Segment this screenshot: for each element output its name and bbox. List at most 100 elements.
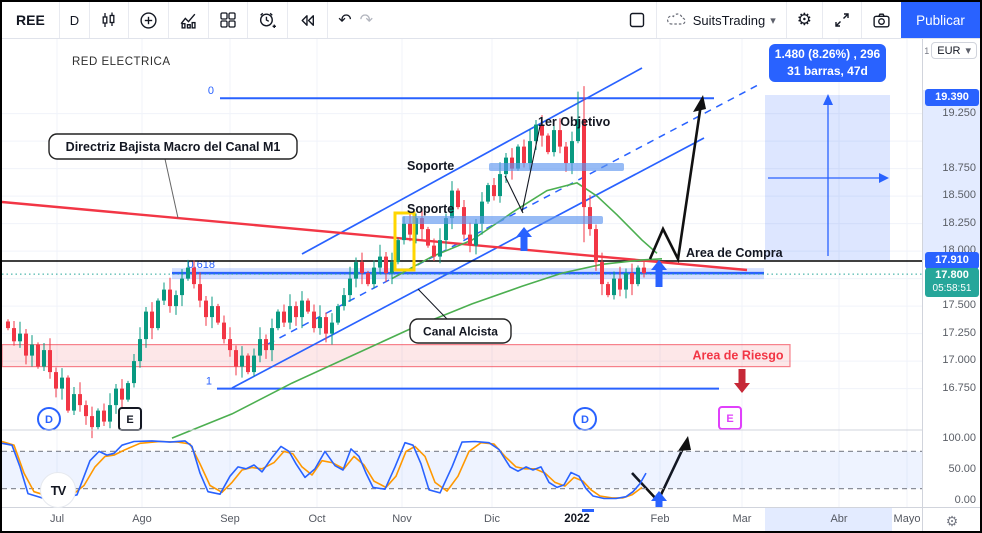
buy-arrow-stochastic[interactable] bbox=[651, 491, 667, 515]
candle-body bbox=[66, 377, 70, 411]
stochastic-k-line bbox=[2, 440, 647, 500]
candle-body bbox=[414, 218, 418, 235]
yellow-highlight-box[interactable] bbox=[393, 211, 416, 272]
candle-body bbox=[108, 405, 112, 422]
candle-body bbox=[48, 350, 52, 373]
moving-average-long bbox=[171, 258, 663, 439]
candle-body bbox=[432, 245, 436, 257]
toolbar-separator bbox=[247, 2, 249, 38]
add-compare-icon[interactable] bbox=[129, 2, 168, 38]
account-menu[interactable]: SuitsTrading ▾ bbox=[657, 2, 786, 38]
candle-body bbox=[444, 218, 448, 241]
fib-0-label: 0 bbox=[208, 85, 214, 97]
stochastic-tick: 0.00 bbox=[954, 494, 976, 506]
candle-body bbox=[72, 394, 76, 411]
candle-body bbox=[282, 311, 286, 323]
candle-body bbox=[228, 339, 232, 351]
candle-body bbox=[78, 394, 82, 406]
axis-settings-gear-icon[interactable]: ⚙ bbox=[922, 507, 980, 531]
toolbar-separator bbox=[287, 2, 289, 38]
candle-body bbox=[30, 344, 34, 356]
measure-line1: 1.480 (8.26%) , 296 bbox=[774, 47, 881, 61]
time-axis-label: Oct bbox=[308, 513, 326, 525]
support-bar-upper[interactable] bbox=[489, 163, 624, 171]
buy-arrow-support[interactable] bbox=[516, 227, 532, 251]
macro-bearish-trendline[interactable] bbox=[2, 200, 748, 272]
soporte-upper-label: Soporte bbox=[407, 159, 454, 173]
candle-body bbox=[198, 284, 202, 301]
undo-icon[interactable]: ↶ bbox=[338, 12, 352, 29]
candle-body bbox=[396, 240, 400, 263]
layout-grid-icon[interactable] bbox=[209, 2, 247, 38]
price-axis-measure-highlight bbox=[923, 90, 980, 260]
publish-button[interactable]: Publicar bbox=[901, 2, 980, 38]
candle-body bbox=[162, 289, 166, 301]
candle-body bbox=[474, 223, 478, 246]
toolbar-separator bbox=[128, 2, 130, 38]
bar-replay-icon[interactable] bbox=[288, 2, 327, 38]
candle-body bbox=[378, 256, 382, 268]
fib-1-label: 1 bbox=[206, 376, 212, 388]
settings-gear-icon[interactable]: ⚙ bbox=[796, 10, 812, 29]
projection-arrow-main[interactable] bbox=[648, 103, 703, 264]
support-bar-lower[interactable] bbox=[402, 216, 603, 224]
redo-icon[interactable]: ↷ bbox=[359, 12, 373, 29]
chart-pane[interactable]: Area de Riesgo 0 0.618 1 D E D E Directriz Bajis… bbox=[2, 38, 922, 515]
canal-alcista-label[interactable] bbox=[409, 318, 512, 344]
candlestick-style-icon[interactable] bbox=[90, 2, 128, 38]
candle-body bbox=[270, 328, 274, 351]
candle-body bbox=[450, 190, 454, 219]
candle-body bbox=[240, 355, 244, 367]
chevron-down-icon: ▾ bbox=[770, 14, 776, 27]
candle-body bbox=[192, 267, 196, 285]
candle-body bbox=[606, 284, 610, 296]
risk-zone-rect[interactable] bbox=[2, 344, 791, 368]
candle-body bbox=[486, 185, 490, 202]
directriz-pointer-line bbox=[164, 158, 179, 219]
currency-selector[interactable]: EUR ▾ bbox=[931, 42, 977, 59]
channel-lower-line[interactable] bbox=[231, 137, 705, 389]
tradingview-logo[interactable]: TV bbox=[40, 472, 76, 508]
time-axis[interactable]: Jul Ago Sep Oct Nov Dic 2022 Feb Mar Abr Mayo bbox=[2, 507, 922, 531]
symbol-button[interactable]: REE bbox=[16, 12, 45, 28]
chevron-down-icon: ▾ bbox=[965, 45, 971, 57]
candle-body bbox=[456, 190, 460, 208]
snapshot-camera-icon[interactable] bbox=[862, 2, 901, 38]
price-label-high: 19.390 bbox=[925, 89, 979, 106]
alert-plus-icon[interactable] bbox=[248, 2, 287, 38]
candle-body bbox=[528, 141, 532, 164]
candle-body bbox=[402, 223, 406, 241]
candle-body bbox=[150, 311, 154, 329]
candle-body bbox=[222, 322, 226, 340]
risk-arrow-down[interactable] bbox=[734, 369, 750, 393]
candle-body bbox=[636, 267, 640, 285]
candle-body bbox=[132, 361, 136, 384]
directriz-label[interactable] bbox=[48, 133, 298, 160]
candle-body bbox=[114, 388, 118, 406]
indicators-icon[interactable] bbox=[169, 2, 208, 38]
candle-body bbox=[390, 262, 394, 274]
candle-body bbox=[24, 333, 28, 356]
candle-body bbox=[534, 124, 538, 142]
time-axis-label: Nov bbox=[392, 513, 412, 525]
interval-button[interactable]: D bbox=[69, 12, 80, 28]
select-layout-icon[interactable] bbox=[618, 2, 656, 38]
earnings-marker-2-label: E bbox=[726, 413, 733, 425]
toolbar-separator bbox=[785, 2, 787, 38]
buy-arrow-compra[interactable] bbox=[651, 260, 667, 287]
candle-body bbox=[318, 317, 322, 329]
measure-info-label[interactable]: 1.480 (8.26%) , 296 31 barras, 47d bbox=[769, 44, 886, 82]
price-axis[interactable]: 1 EUR ▾ 19.250 18.750 18.500 18.250 18.000 17.… bbox=[922, 38, 980, 507]
candle-body bbox=[186, 267, 190, 279]
candle-body bbox=[264, 339, 268, 351]
soporte-lower-label: Soporte bbox=[407, 202, 454, 216]
earnings-marker-2[interactable] bbox=[718, 406, 742, 430]
top-toolbar: REE D bbox=[2, 2, 980, 39]
time-axis-label: Mar bbox=[732, 513, 752, 525]
time-axis-label: Feb bbox=[650, 513, 670, 525]
fullscreen-icon[interactable] bbox=[823, 2, 861, 38]
candle-body bbox=[540, 124, 544, 136]
candle-body bbox=[516, 146, 520, 169]
candle-body bbox=[468, 234, 472, 246]
